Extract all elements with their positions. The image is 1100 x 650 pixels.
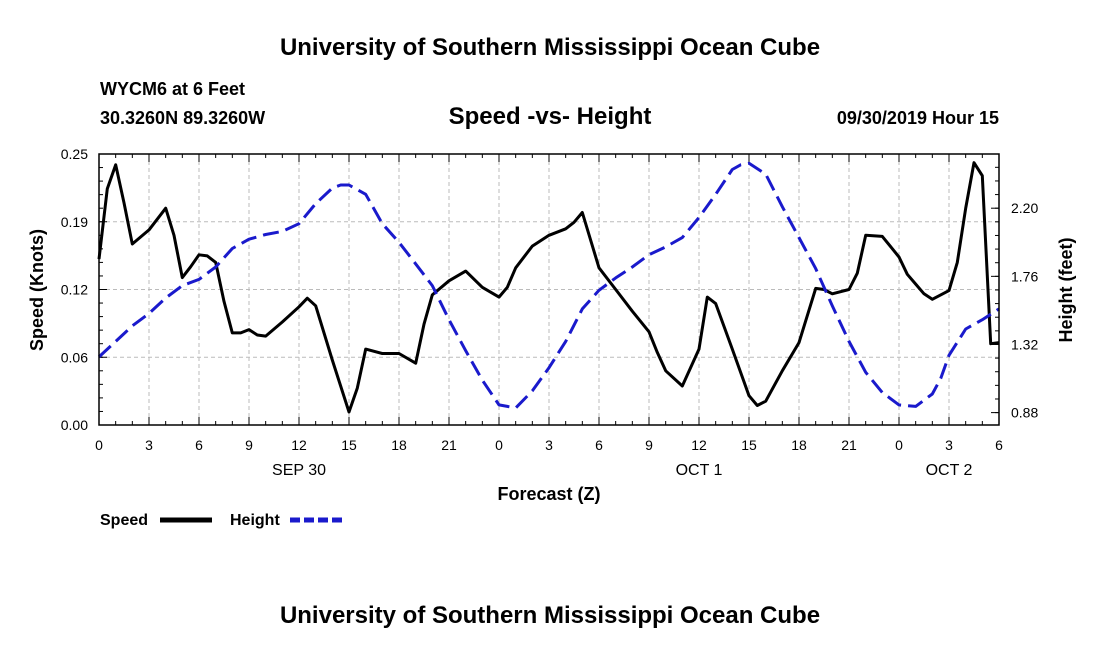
- x-tick-label: 3: [945, 437, 953, 453]
- x-tick-label: 0: [495, 437, 503, 453]
- legend: Speed Height: [100, 512, 342, 529]
- chart-title: Speed -vs- Height: [449, 103, 652, 130]
- x-tick-label: 9: [245, 437, 253, 453]
- x-tick-label: 12: [691, 437, 707, 453]
- datetime-label: 09/30/2019 Hour 15: [837, 108, 999, 128]
- x-tick-label: 12: [291, 437, 307, 453]
- y2-tick-label: 2.20: [1011, 200, 1038, 216]
- y2-tick-label: 1.76: [1011, 268, 1038, 284]
- y-axis-label: Speed (Knots): [27, 229, 47, 351]
- x-tick-label: 6: [195, 437, 203, 453]
- day-label: SEP 30: [272, 462, 326, 479]
- x-tick-label: 15: [341, 437, 357, 453]
- y-tick-label: 0.06: [61, 349, 88, 365]
- y-tick-label: 0.19: [61, 214, 88, 230]
- station-label: WYCM6 at 6 Feet: [100, 79, 245, 99]
- grid: [99, 154, 999, 425]
- footer-title: University of Southern Mississippi Ocean…: [280, 602, 820, 629]
- y-tick-label: 0.12: [61, 282, 88, 298]
- x-tick-label: 6: [995, 437, 1003, 453]
- legend-height-label: Height: [230, 512, 280, 529]
- x-tick-label: 21: [841, 437, 857, 453]
- series-line-height: [97, 161, 1000, 410]
- day-label: OCT 2: [926, 462, 973, 479]
- axis-labels: 0 3 6 9 12 15 18 21 0 3 6 9 12 15 18 21 0 3 6 0.00 0.06 0.12 0…: [61, 146, 1039, 479]
- series-lines: [97, 161, 1000, 414]
- x-tick-label: 3: [145, 437, 153, 453]
- x-tick-label: 15: [741, 437, 757, 453]
- series-line-speed: [97, 161, 1000, 414]
- x-tick-label: 21: [441, 437, 457, 453]
- location-label: 30.3260N 89.3260W: [100, 108, 265, 128]
- y-tick-label: 0.00: [61, 417, 88, 433]
- legend-speed-label: Speed: [100, 512, 148, 529]
- x-tick-label: 6: [595, 437, 603, 453]
- y2-tick-label: 0.88: [1011, 405, 1038, 421]
- x-tick-label: 9: [645, 437, 653, 453]
- x-tick-label: 18: [391, 437, 407, 453]
- x-axis-label: Forecast (Z): [497, 484, 600, 504]
- x-tick-label: 0: [895, 437, 903, 453]
- y2-tick-label: 1.32: [1011, 336, 1038, 352]
- x-tick-label: 0: [95, 437, 103, 453]
- page-title: University of Southern Mississippi Ocean…: [280, 34, 820, 61]
- x-tick-label: 18: [791, 437, 807, 453]
- day-label: OCT 1: [676, 462, 723, 479]
- x-tick-label: 3: [545, 437, 553, 453]
- y2-axis-label: Height (feet): [1056, 238, 1076, 343]
- plot-frame: [98, 153, 1000, 426]
- y-tick-label: 0.25: [61, 146, 88, 162]
